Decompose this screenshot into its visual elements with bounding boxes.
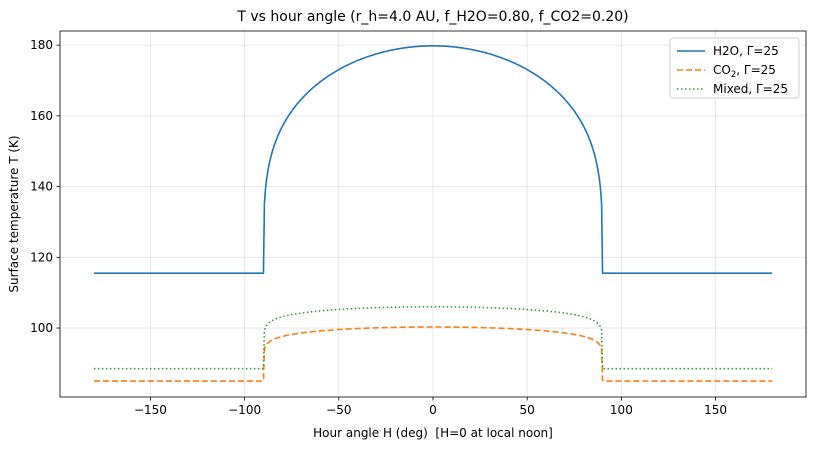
x-tick-label: −50 bbox=[326, 403, 351, 417]
axis-ticks: −150 −100 −50 0 50 100 150 100 120 140 160 180 bbox=[30, 38, 727, 417]
x-tick-label: 50 bbox=[520, 403, 535, 417]
x-tick-label: −150 bbox=[134, 403, 167, 417]
series-line bbox=[93, 306, 773, 370]
y-tick-label: 140 bbox=[30, 180, 53, 194]
x-tick-label: 0 bbox=[429, 403, 437, 417]
series-line bbox=[93, 326, 773, 382]
chart-title: T vs hour angle (r_h=4.0 AU, f_H2O=0.80,… bbox=[236, 9, 628, 25]
y-axis-label: Surface temperature T (K) bbox=[7, 135, 21, 292]
legend-frame bbox=[669, 37, 800, 99]
x-axis-label: Hour angle H (deg) [H=0 at local noon] bbox=[313, 426, 553, 440]
legend-label: Mixed, Γ=25 bbox=[713, 82, 788, 96]
series-group bbox=[93, 45, 773, 382]
y-tick-label: 180 bbox=[30, 38, 53, 52]
legend: H2O, Γ=25 CO2, Γ=25 Mixed, Γ=25 bbox=[669, 37, 800, 99]
y-tick-label: 160 bbox=[30, 109, 53, 123]
x-tick-label: 150 bbox=[704, 403, 727, 417]
y-tick-label: 120 bbox=[30, 250, 53, 264]
legend-label: CO2, Γ=25 bbox=[713, 63, 776, 80]
y-tick-label: 100 bbox=[30, 321, 53, 335]
grid bbox=[60, 31, 806, 397]
legend-label: H2O, Γ=25 bbox=[713, 44, 779, 58]
x-tick-label: −100 bbox=[228, 403, 261, 417]
series-line bbox=[93, 45, 773, 275]
x-tick-label: 100 bbox=[610, 403, 633, 417]
